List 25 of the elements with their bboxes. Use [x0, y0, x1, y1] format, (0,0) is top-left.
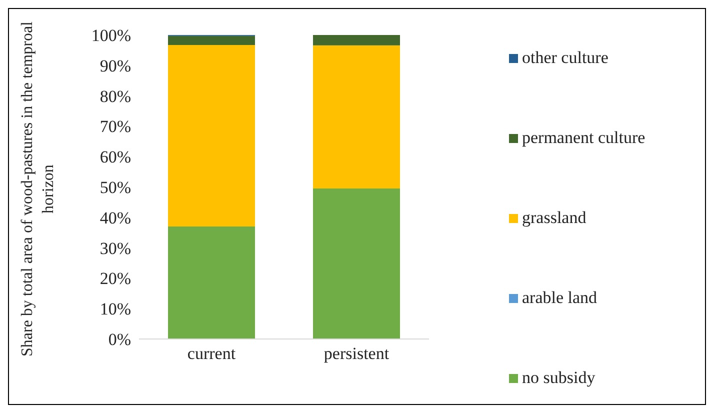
y-tick-label: 10% — [100, 300, 131, 319]
legend-label: permanent culture — [522, 128, 646, 148]
bar — [313, 188, 400, 339]
x-tick-label: persistent — [324, 344, 390, 364]
y-axis-title: Share by total area of wood-pastures in the temproal horizon — [18, 20, 58, 358]
bar — [313, 45, 400, 189]
y-tick-label: 70% — [100, 117, 131, 136]
y-tick-label: 20% — [100, 269, 131, 288]
y-tick-label: 0% — [108, 330, 131, 350]
legend-label: other culture — [522, 48, 608, 68]
x-tick-label: current — [187, 344, 236, 364]
legend-label: arable land — [522, 288, 598, 308]
bar — [168, 45, 255, 227]
y-tick-label: 80% — [100, 86, 131, 106]
legend-label: no subsidy — [522, 368, 596, 388]
bar — [168, 226, 255, 339]
y-tick-label: 40% — [100, 208, 131, 228]
y-tick-label: 90% — [100, 56, 131, 76]
bar — [168, 36, 255, 46]
legend-label: grassland — [522, 208, 586, 228]
y-tick-label: 100% — [91, 26, 131, 46]
y-tick-label: 60% — [100, 148, 131, 167]
y-tick-label: 50% — [100, 178, 131, 198]
y-tick-label: 30% — [100, 238, 131, 258]
bar — [313, 35, 400, 46]
